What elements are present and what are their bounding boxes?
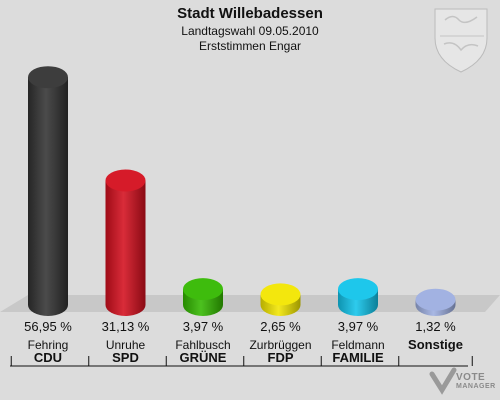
bar-top bbox=[105, 169, 146, 192]
logo-text-manager: MANAGER bbox=[456, 383, 496, 390]
candidate-label: Fahlbusch bbox=[175, 338, 230, 352]
bar-spd bbox=[105, 169, 146, 316]
vote-manager-logo bbox=[429, 367, 457, 395]
party-label: FAMILIE bbox=[332, 350, 384, 365]
candidate-label: Unruhe bbox=[106, 338, 146, 352]
bar-sonstige bbox=[415, 288, 456, 316]
value-label: 56,95 % bbox=[24, 319, 72, 334]
value-label: 3,97 % bbox=[183, 319, 224, 334]
value-label: 2,65 % bbox=[260, 319, 301, 334]
candidate-label: Feldmann bbox=[331, 338, 384, 352]
value-label: 3,97 % bbox=[338, 319, 379, 334]
bar-familie bbox=[338, 278, 378, 316]
bar-cdu bbox=[28, 66, 68, 316]
chart-subtitle-area: Erststimmen Engar bbox=[198, 39, 302, 53]
bar-top bbox=[260, 283, 301, 306]
chart-title: Stadt Willebadessen bbox=[177, 5, 323, 22]
candidate-label: Fehring bbox=[28, 338, 69, 352]
logo-text-vote: VOTE bbox=[456, 372, 486, 383]
bar-fdp bbox=[260, 283, 301, 316]
bar-grüne bbox=[183, 278, 223, 316]
party-label: SPD bbox=[112, 350, 139, 365]
bar-body bbox=[105, 180, 146, 316]
bar-top bbox=[338, 278, 378, 301]
bar-top bbox=[415, 288, 456, 311]
candidate-label: Zurbrüggen bbox=[249, 338, 311, 352]
party-label: CDU bbox=[34, 350, 62, 365]
value-label: 31,13 % bbox=[102, 319, 150, 334]
bars-group bbox=[28, 66, 456, 316]
value-label: 1,32 % bbox=[415, 319, 456, 334]
bar-top bbox=[28, 66, 68, 89]
party-label: FDP bbox=[268, 350, 294, 365]
chart-subtitle: Landtagswahl 09.05.2010 bbox=[181, 24, 319, 38]
party-label: Sonstige bbox=[408, 337, 463, 352]
bar-top bbox=[183, 278, 223, 301]
party-label: GRÜNE bbox=[180, 350, 227, 365]
crest-icon bbox=[434, 8, 488, 73]
bar-body bbox=[28, 77, 68, 316]
